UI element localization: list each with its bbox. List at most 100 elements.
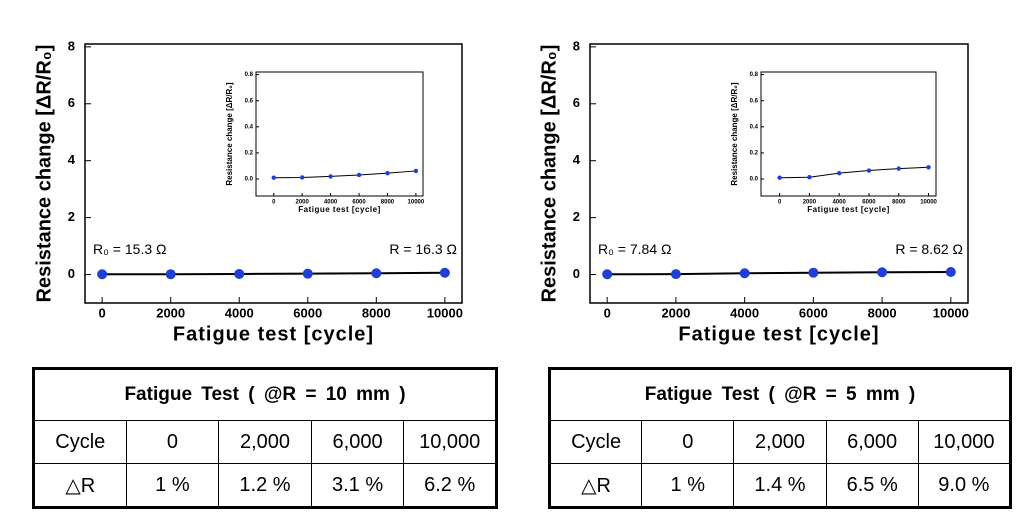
x-tick-label: 0 bbox=[99, 305, 106, 320]
y-tick-label: 4 bbox=[68, 152, 76, 167]
x-tick-label: 6000 bbox=[293, 305, 322, 320]
table-cell: Cycle bbox=[33, 420, 127, 464]
data-point bbox=[271, 175, 276, 180]
table: Fatigue Test ( @R = 10 mm ) Cycle 0 2,000 6… bbox=[32, 367, 498, 509]
x-tick-label: 6000 bbox=[862, 200, 876, 206]
y-tick-label: 0.4 bbox=[750, 124, 759, 130]
plot-frame bbox=[760, 71, 937, 197]
data-point bbox=[328, 174, 333, 179]
plot-frame bbox=[255, 71, 424, 197]
y-tick-label: 0 bbox=[573, 266, 580, 281]
x-tick-label: 10000 bbox=[408, 200, 425, 206]
data-point bbox=[896, 166, 901, 171]
table-cell: 2,000 bbox=[733, 420, 827, 464]
table-cell: 6,000 bbox=[825, 420, 919, 464]
table-cell: 0 bbox=[641, 420, 735, 464]
x-axis-label: Fatigue test [cycle] bbox=[807, 205, 889, 214]
table-cell: 6,000 bbox=[310, 420, 405, 464]
table-cell: 1.4 % bbox=[733, 463, 827, 508]
table-title: Fatigue Test ( @R = 5 mm ) bbox=[549, 368, 1011, 421]
data-point bbox=[777, 175, 782, 180]
y-tick-label: 0.0 bbox=[245, 177, 254, 183]
y-tick-label: 0.2 bbox=[245, 151, 254, 157]
y-tick-label: 0.6 bbox=[245, 98, 254, 104]
x-tick-label: 2000 bbox=[803, 200, 817, 206]
x-tick-label: 0 bbox=[604, 305, 611, 320]
table-cell: 0 bbox=[125, 420, 220, 464]
data-point bbox=[234, 268, 245, 279]
table-cell: 3.1 % bbox=[310, 463, 405, 508]
y-tick-label: 6 bbox=[573, 95, 580, 110]
data-point bbox=[866, 168, 872, 173]
x-tick-label: 2000 bbox=[661, 305, 690, 320]
data-point bbox=[602, 269, 613, 280]
y-tick-label: 2 bbox=[68, 209, 75, 224]
data-point bbox=[371, 268, 382, 279]
data-point bbox=[97, 269, 108, 280]
data-point bbox=[302, 268, 313, 279]
x-tick-label: 0 bbox=[778, 200, 782, 206]
data-point bbox=[807, 175, 812, 180]
data-point bbox=[385, 170, 390, 176]
x-tick-label: 8000 bbox=[868, 305, 897, 320]
data-point bbox=[877, 267, 888, 278]
data-line bbox=[102, 271, 445, 276]
annotation: R₀ = 7.84 Ω bbox=[598, 241, 671, 257]
x-tick-label: 8000 bbox=[381, 200, 395, 206]
y-tick-label: 0.2 bbox=[750, 151, 759, 157]
y-axis-label: Resistance change [ΔR/R₀] bbox=[730, 82, 739, 185]
table-cell: △R bbox=[548, 463, 643, 508]
y-tick-label: 8 bbox=[68, 38, 75, 53]
y-tick-label: 0.8 bbox=[245, 72, 254, 78]
annotation: R₀ = 15.3 Ω bbox=[93, 241, 166, 257]
x-tick-label: 2000 bbox=[156, 305, 185, 320]
x-axis-label: Fatigue test [cycle] bbox=[678, 323, 879, 345]
y-axis-label: Resistance change [ΔR/R₀] bbox=[33, 45, 55, 303]
data-line bbox=[273, 170, 416, 179]
y-tick-label: 4 bbox=[573, 152, 581, 167]
table-cell: 9.0 % bbox=[917, 463, 1012, 508]
data-line bbox=[607, 270, 951, 276]
data-point bbox=[670, 269, 681, 280]
x-tick-label: 2000 bbox=[296, 200, 310, 206]
y-axis-label: Resistance change [ΔR/R₀] bbox=[538, 45, 560, 303]
data-line bbox=[779, 166, 929, 179]
x-tick-label: 4000 bbox=[324, 200, 338, 206]
data-point bbox=[926, 165, 931, 170]
table: Fatigue Test ( @R = 5 mm ) Cycle 0 2,000 6,… bbox=[548, 367, 1012, 509]
x-tick-label: 8000 bbox=[892, 200, 906, 206]
x-tick-label: 0 bbox=[272, 200, 276, 206]
table-cell: 6.5 % bbox=[825, 463, 919, 508]
data-point bbox=[808, 267, 819, 278]
data-point bbox=[413, 168, 419, 174]
data-point bbox=[299, 175, 305, 180]
table-cell: 6.2 % bbox=[403, 463, 497, 508]
y-tick-label: 6 bbox=[68, 95, 75, 110]
y-tick-label: 0.0 bbox=[750, 177, 759, 183]
table-cell: 1.2 % bbox=[218, 463, 312, 508]
annotation: R = 16.3 Ω bbox=[389, 241, 457, 257]
data-point bbox=[836, 170, 842, 176]
y-tick-label: 0.4 bbox=[245, 124, 254, 130]
x-tick-label: 10000 bbox=[920, 200, 937, 206]
x-tick-label: 4000 bbox=[225, 305, 254, 320]
table-cell: Cycle bbox=[548, 420, 643, 464]
x-tick-label: 8000 bbox=[362, 305, 391, 320]
x-tick-label: 4000 bbox=[730, 305, 759, 320]
y-tick-label: 0 bbox=[68, 266, 75, 281]
x-tick-label: 10000 bbox=[427, 305, 463, 320]
x-axis-label: Fatigue test [cycle] bbox=[173, 323, 374, 345]
x-tick-label: 6000 bbox=[799, 305, 828, 320]
y-axis-label: Resistance change [ΔR/R₀] bbox=[225, 82, 234, 185]
table-cell: △R bbox=[33, 463, 127, 508]
table-cell: 2,000 bbox=[218, 420, 312, 464]
table-cell: 10,000 bbox=[403, 420, 497, 464]
y-tick-label: 0.6 bbox=[750, 98, 759, 104]
data-point bbox=[945, 266, 956, 277]
x-axis-label: Fatigue test [cycle] bbox=[298, 205, 380, 214]
x-tick-label: 6000 bbox=[352, 200, 366, 206]
x-tick-label: 10000 bbox=[933, 305, 969, 320]
table-cell: 1 % bbox=[125, 463, 220, 508]
data-point bbox=[439, 267, 450, 278]
